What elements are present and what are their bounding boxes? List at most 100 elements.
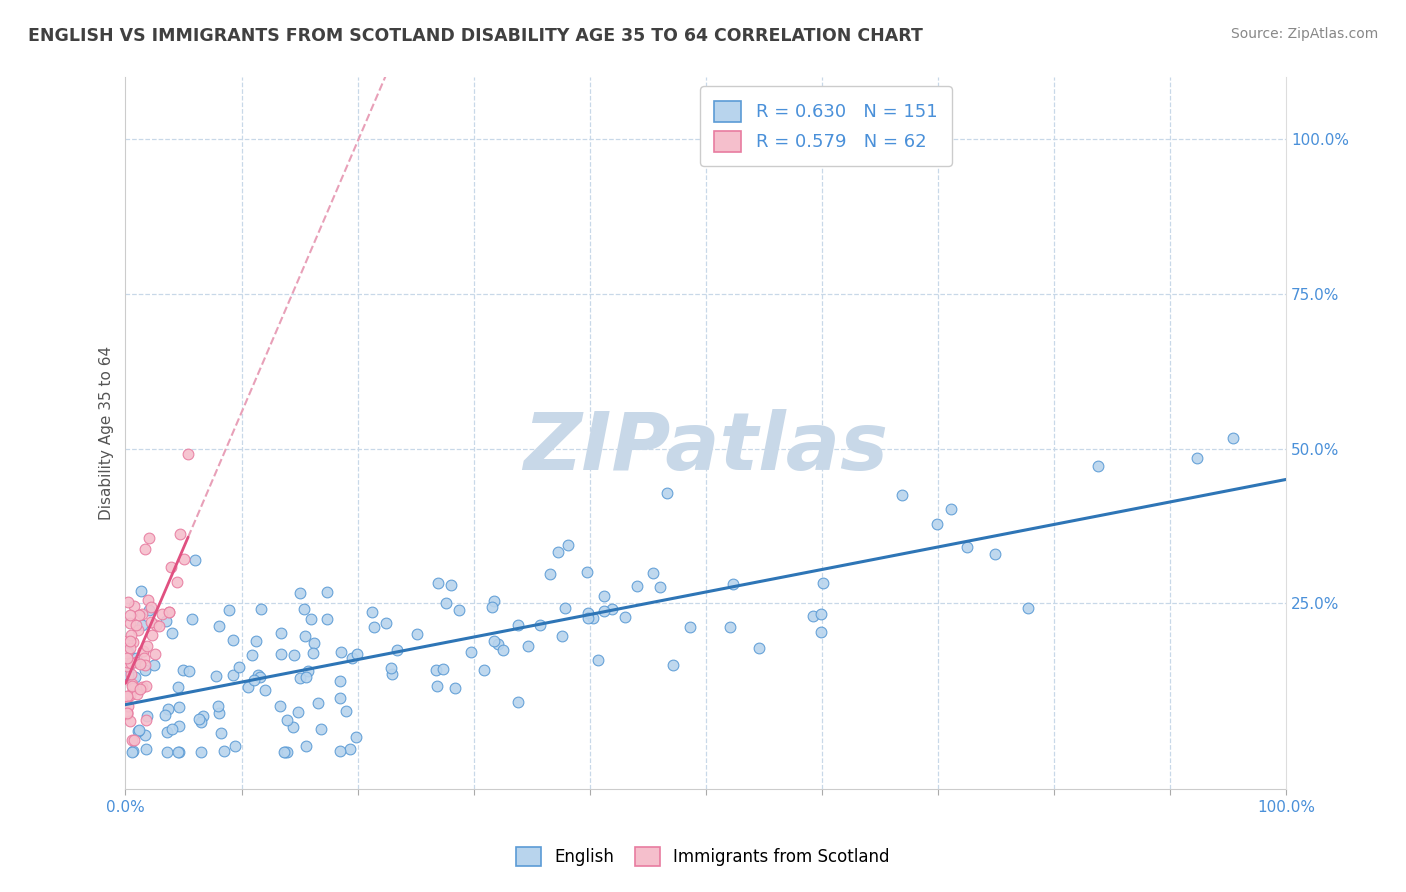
Point	[121, 743, 143, 757]
Point	[593, 590, 616, 604]
Point	[276, 714, 298, 728]
Point	[440, 578, 463, 592]
Point	[287, 705, 309, 719]
Point	[181, 612, 204, 626]
Point	[120, 714, 142, 728]
Point	[120, 628, 142, 642]
Point	[190, 715, 212, 730]
Point	[240, 648, 263, 663]
Point	[984, 547, 1007, 561]
Point	[172, 663, 194, 677]
Point	[115, 707, 138, 722]
Text: ZIPatlas: ZIPatlas	[523, 409, 889, 486]
Point	[406, 627, 429, 641]
Point	[118, 688, 141, 702]
Point	[157, 606, 180, 620]
Point	[179, 665, 201, 679]
Point	[122, 681, 145, 695]
Point	[576, 606, 599, 620]
Point	[444, 681, 467, 696]
Text: ENGLISH VS IMMIGRANTS FROM SCOTLAND DISABILITY AGE 35 TO 64 CORRELATION CHART: ENGLISH VS IMMIGRANTS FROM SCOTLAND DISA…	[28, 27, 922, 45]
Point	[273, 745, 295, 759]
Point	[662, 658, 685, 673]
Point	[375, 615, 398, 630]
Point	[193, 709, 215, 723]
Point	[121, 745, 143, 759]
Point	[426, 679, 449, 693]
Point	[124, 670, 146, 684]
Point	[811, 576, 834, 591]
Point	[148, 618, 170, 632]
Point	[249, 601, 271, 615]
Point	[156, 724, 179, 739]
Point	[1187, 450, 1209, 465]
Point	[329, 691, 352, 706]
Point	[891, 488, 914, 502]
Point	[426, 575, 449, 590]
Point	[297, 665, 319, 679]
Point	[135, 679, 157, 693]
Point	[129, 657, 152, 671]
Point	[330, 645, 353, 659]
Point	[309, 722, 332, 736]
Point	[236, 680, 259, 694]
Point	[136, 709, 159, 723]
Point	[150, 607, 173, 621]
Point	[801, 609, 824, 624]
Point	[115, 690, 138, 705]
Point	[117, 651, 139, 665]
Point	[335, 705, 357, 719]
Point	[626, 579, 648, 593]
Point	[115, 634, 138, 648]
Point	[131, 607, 153, 621]
Point	[316, 585, 339, 599]
Point	[160, 626, 183, 640]
Point	[340, 651, 363, 665]
Point	[329, 674, 352, 689]
Point	[517, 639, 540, 653]
Point	[385, 642, 408, 657]
Point	[242, 673, 264, 687]
Point	[205, 668, 228, 682]
Point	[115, 706, 138, 720]
Point	[136, 639, 159, 653]
Point	[128, 682, 150, 697]
Point	[613, 610, 636, 624]
Point	[132, 651, 155, 665]
Point	[166, 745, 188, 759]
Point	[679, 620, 702, 634]
Point	[329, 743, 352, 757]
Point	[283, 648, 305, 663]
Point	[339, 741, 361, 756]
Point	[117, 698, 139, 713]
Point	[135, 742, 157, 756]
Point	[142, 658, 165, 673]
Point	[586, 653, 609, 667]
Point	[290, 671, 312, 685]
Point	[270, 626, 292, 640]
Point	[143, 647, 166, 661]
Point	[131, 680, 153, 694]
Text: Source: ZipAtlas.com: Source: ZipAtlas.com	[1230, 27, 1378, 41]
Point	[718, 620, 741, 634]
Point	[361, 605, 384, 619]
Point	[276, 745, 298, 759]
Point	[117, 595, 139, 609]
Point	[245, 634, 267, 648]
Point	[134, 542, 156, 557]
Point	[1087, 458, 1109, 473]
Point	[551, 629, 574, 643]
Point	[131, 584, 153, 599]
Point	[128, 607, 150, 622]
Point	[138, 602, 160, 616]
Point	[576, 565, 599, 579]
Point	[134, 657, 156, 672]
Point	[576, 611, 599, 625]
Point	[115, 706, 138, 720]
Point	[721, 577, 744, 591]
Point	[120, 640, 142, 655]
Point	[270, 647, 292, 661]
Point	[157, 606, 180, 620]
Point	[269, 699, 291, 714]
Point	[554, 600, 576, 615]
